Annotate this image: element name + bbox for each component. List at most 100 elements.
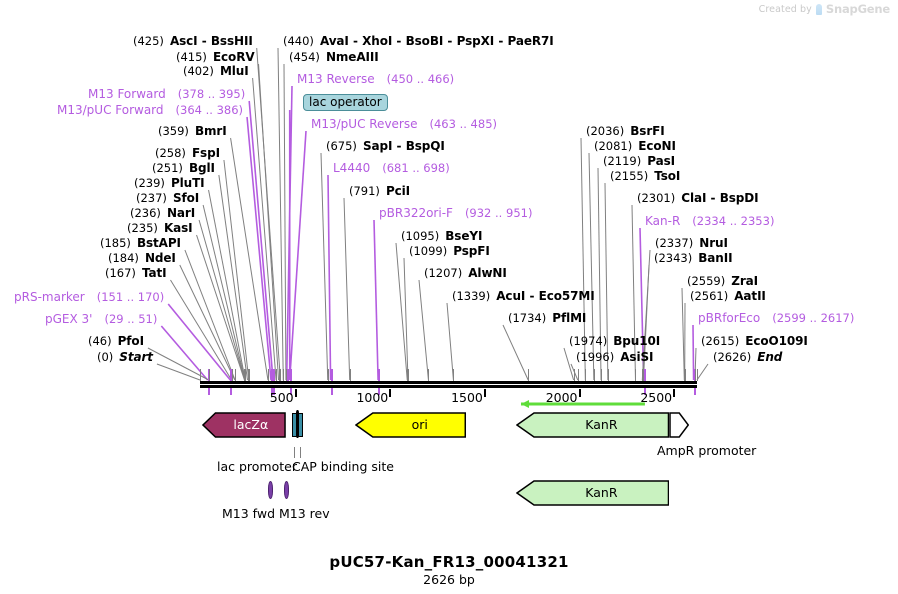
enzyme-label-zrai[interactable]: (2559) ZraI [687,275,758,287]
enzyme-label-start[interactable]: (0) Start [97,351,153,363]
site-tick-AlwNI [428,369,430,381]
enzyme-label-clai[interactable]: (2301) ClaI - BspDI [637,192,759,204]
label-separator: - [392,139,406,153]
label-name: AatII [734,289,766,303]
enzyme-label-pfoi[interactable]: (46) PfoI [88,335,144,347]
label-name: TsoI [654,169,681,183]
site-tick-AscI [280,369,282,381]
leader-MluI [252,77,277,381]
site-tick-M13/pUC Forward [270,369,273,381]
feature-label-pgex-3-[interactable]: pGEX 3' (29 .. 51) [45,313,157,325]
feature-label-m13-puc-forward[interactable]: M13/pUC Forward (364 .. 386) [57,104,243,116]
enzyme-label-sapi[interactable]: (675) SapI - BspQI [326,140,445,152]
feature-label-pbrforeco[interactable]: pBRforEco (2599 .. 2617) [698,312,854,324]
ori-arrow[interactable]: ori [355,412,467,438]
feature-tick-below [643,388,646,395]
small-feature-tick [300,447,302,458]
enzyme-label-nari[interactable]: (236) NarI [130,207,195,219]
feature-label-prs-marker[interactable]: pRS-marker (151 .. 170) [14,291,164,303]
feature-label-pbr322ori-f[interactable]: pBR322ori-F (932 .. 951) [379,207,532,219]
label-name: pBRforEco [698,311,761,325]
feature-label-l4440[interactable]: L4440 (681 .. 698) [333,162,450,174]
enzyme-label-tati[interactable]: (167) TatI [105,267,167,279]
cap-binding-site-text: CAP binding site [292,459,394,474]
feature-tick-below [270,388,273,395]
label-position: (0) [97,350,114,364]
enzyme-label-ndei[interactable]: (184) NdeI [108,252,176,264]
ruler-tick-1500 [483,389,486,397]
feature-label-m13-puc-reverse[interactable]: M13/pUC Reverse (463 .. 485) [311,118,497,130]
label-name: PluTI [170,176,205,190]
leader-PluTI [208,189,246,381]
enzyme-label-pspfi[interactable]: (1099) PspFI [409,245,490,257]
enzyme-label-ecoo109i[interactable]: (2615) EcoO109I [701,335,808,347]
enzyme-label-avai[interactable]: (440) AvaI - XhoI - BsoBI - PspXI - PaeR… [283,35,554,47]
label-position: (2155) [610,169,649,183]
leader-SfoI [202,204,246,381]
site-tick-PfoI [208,369,210,381]
enzyme-label-mlui[interactable]: (402) MluI [183,65,249,77]
site-tick-L4440 [330,369,333,381]
label-name: EcoRV [212,50,255,64]
enzyme-label-pasi[interactable]: (2119) PasI [603,155,675,167]
enzyme-label-pflmi[interactable]: (1734) PflMI [508,312,586,324]
enzyme-label-asci[interactable]: (425) AscI - BssHII [133,35,253,47]
enzyme-label-alwni[interactable]: (1207) AlwNI [424,267,507,279]
enzyme-label-bseyi[interactable]: (1095) BseYI [401,230,482,242]
feature-tick-below [693,388,696,395]
label-position: (364 .. 386) [175,103,244,117]
enzyme-label-sfoi[interactable]: (237) SfoI [136,192,199,204]
label-name: BssHII [210,34,253,48]
label-position: (258) [155,146,186,160]
m13-fwd-primer[interactable] [268,481,273,499]
label-position: (932 .. 951) [464,206,533,220]
label-name: BstAPI [136,236,181,250]
enzyme-label-tsoi[interactable]: (2155) TsoI [610,170,680,182]
feature-label-kan-r[interactable]: Kan-R (2334 .. 2353) [645,215,774,227]
label-position: (1095) [401,229,440,243]
label-position: (675) [326,139,357,153]
site-tick-M13 Forward [273,369,276,381]
site-tick-ClaI [635,369,637,381]
site-tick-M13/pUC Reverse [289,369,292,381]
enzyme-label-bsrfi[interactable]: (2036) BsrFI [586,125,665,137]
enzyme-label-bpu10i[interactable]: (1974) Bpu10I [569,335,660,347]
enzyme-label-bmri[interactable]: (359) BmrI [158,125,227,137]
feature-label-m13-reverse[interactable]: M13 Reverse (450 .. 466) [297,73,454,85]
site-tick-MluI [276,369,278,381]
lac-operator-chip[interactable]: lac operator [303,94,388,111]
lac-promoter-box[interactable] [298,413,304,437]
enzyme-label-pluti[interactable]: (239) PluTI [134,177,205,189]
site-tick-pGEX 3' [207,369,210,381]
amprprom-arrow[interactable] [669,412,690,438]
enzyme-label-bgli[interactable]: (251) BglI [152,162,215,174]
label-position: (46) [88,334,112,348]
enzyme-label-kasi[interactable]: (235) KasI [127,222,193,234]
lacza-arrow[interactable]: lacZα [202,412,286,438]
lac-promoter-text: lac promoter [217,459,297,474]
kan-r-primer-bar[interactable] [520,398,647,410]
enzyme-label-end[interactable]: (2626) End [713,351,782,363]
feature-label-m13-forward[interactable]: M13 Forward (378 .. 395) [88,88,245,100]
enzyme-label-asisi[interactable]: (1996) AsiSI [576,351,654,363]
enzyme-label-acui[interactable]: (1339) AcuI - Eco57MI [452,290,595,302]
site-tick-BmrI [267,369,269,381]
leader-KasI [196,234,245,381]
enzyme-label-pcii[interactable]: (791) PciI [349,185,410,197]
enzyme-label-aatii[interactable]: (2561) AatII [690,290,766,302]
enzyme-label-nrui[interactable]: (2337) NruI [655,237,728,249]
leader-PspFI [403,257,409,381]
m13-rev-primer[interactable] [284,481,289,499]
kanr-arrow[interactable]: KanR [515,412,669,438]
enzyme-label-nmeaiii[interactable]: (454) NmeAIII [289,51,379,63]
kanr-arrow-2[interactable]: KanR [515,480,669,506]
enzyme-label-fspi[interactable]: (258) FspI [155,147,220,159]
label-name: AvaI [319,34,349,48]
enzyme-label-banii[interactable]: (2343) BanII [654,252,733,264]
lac-operator-box[interactable] [296,410,299,438]
enzyme-label-ecorv[interactable]: (415) EcoRV [176,51,255,63]
label-separator: - [494,34,508,48]
enzyme-label-bstapi[interactable]: (185) BstAPI [100,237,181,249]
enzyme-label-econi[interactable]: (2081) EcoNI [594,140,676,152]
site-tick-BseYI [407,369,409,381]
